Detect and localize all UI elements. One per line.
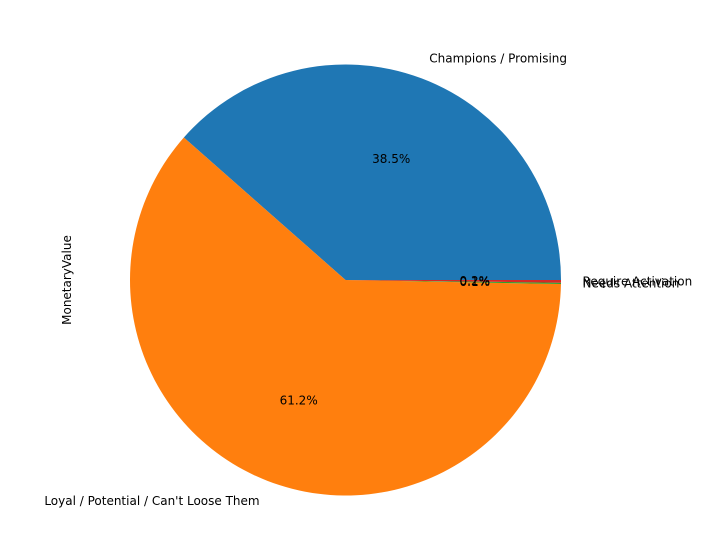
pie-labels: Champions / Promising 38.5% Loyal / Potent…	[44, 51, 692, 508]
percent-label-require-activation: 0.2%	[460, 274, 491, 288]
percent-label-needs-attention: 0.1%	[460, 275, 491, 289]
percent-label-champions-promising: 38.5%	[372, 152, 410, 166]
pie-slice-needs-attention	[345, 280, 561, 285]
percent-label-loyal-potential-can-t-loose-them: 61.2%	[280, 394, 318, 408]
slice-label-champions-promising: Champions / Promising	[429, 51, 567, 65]
slice-label-require-activation: Require Activation	[583, 274, 693, 288]
y-axis-label: MonetaryValue	[60, 235, 74, 325]
slice-label-loyal-potential-can-t-loose-them: Loyal / Potential / Can't Loose Them	[44, 494, 259, 508]
pie-slice-champions-promising	[183, 64, 561, 280]
pie-slice-require-activation	[345, 280, 561, 283]
pie-slice-loyal-potential-can-t-loose-them	[130, 137, 561, 496]
pie-slices	[130, 64, 561, 496]
slice-label-needs-attention: Needs Attention	[583, 277, 680, 291]
